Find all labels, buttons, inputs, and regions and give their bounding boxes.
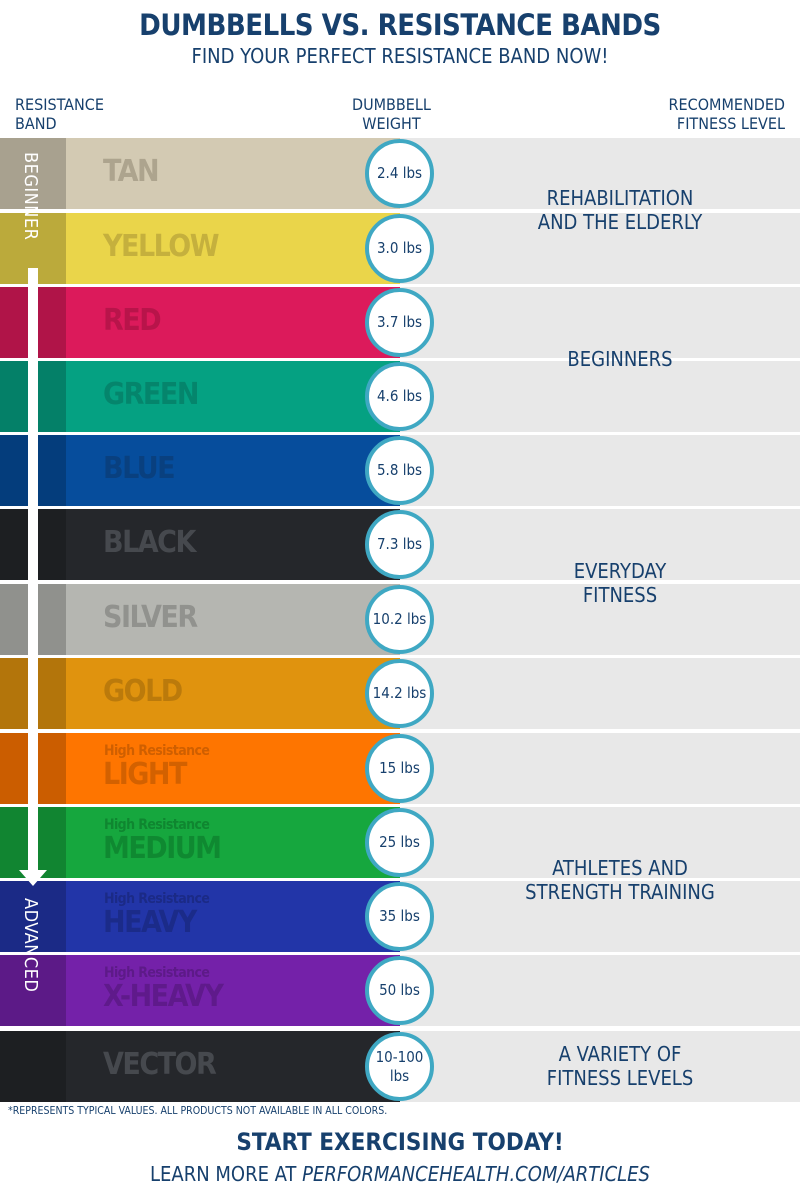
band-subtitle: High Resistance — [104, 965, 210, 981]
dumbbell-weight-badge: 35 lbs — [365, 882, 434, 951]
band-row-heavy: High Resistance HEAVY 35 lbs — [0, 881, 800, 952]
learn-more: LEARN MORE AT PERFORMANCEHEALTH.COM/ARTI… — [0, 1162, 800, 1186]
band-color-bar — [0, 213, 400, 284]
band-color-bar — [0, 361, 400, 432]
group-divider — [400, 432, 800, 435]
scale-start-label: BEGINNER — [20, 152, 41, 241]
dumbbell-weight-badge: 3.7 lbs — [365, 288, 434, 357]
arrow-head-icon — [19, 870, 47, 886]
band-row-light: High Resistance LIGHT 15 lbs — [0, 733, 800, 804]
band-name: BLACK — [103, 525, 196, 560]
dumbbell-weight-badge: 2.4 lbs — [365, 139, 434, 208]
band-name: BLUE — [103, 451, 176, 486]
learn-more-link[interactable]: PERFORMANCEHEALTH.COM/ARTICLES — [302, 1162, 650, 1186]
band-name: TAN — [103, 154, 160, 189]
band-row-silver: SILVER 10.2 lbs — [0, 584, 800, 655]
band-subtitle: High Resistance — [104, 891, 210, 907]
dumbbell-weight-badge: 15 lbs — [365, 734, 434, 803]
band-color-bar — [0, 509, 400, 580]
column-header-band: RESISTANCE BAND — [15, 95, 104, 133]
learn-more-prefix: LEARN MORE AT — [150, 1162, 303, 1186]
band-color-bar — [0, 807, 400, 878]
band-color-bar — [0, 584, 400, 655]
band-name: RED — [103, 303, 162, 338]
dumbbell-weight-badge: 10.2 lbs — [365, 585, 434, 654]
band-color-bar — [0, 733, 400, 804]
dumbbell-weight-badge: 25 lbs — [365, 808, 434, 877]
band-row-gold: GOLD 14.2 lbs — [0, 658, 800, 729]
band-row-blue: BLUE 5.8 lbs — [0, 435, 800, 506]
band-row-tan: TAN 2.4 lbs — [0, 138, 800, 209]
scale-end-label: ADVANCED — [20, 898, 41, 993]
page-subtitle: FIND YOUR PERFECT RESISTANCE BAND NOW! — [191, 44, 609, 68]
band-color-bar — [0, 138, 400, 209]
fitness-level-label: A VARIETY OF FITNESS LEVELS — [546, 1042, 694, 1090]
band-name: YELLOW — [103, 229, 220, 264]
fitness-level-label: BEGINNERS — [567, 347, 673, 371]
dumbbell-weight-badge: 14.2 lbs — [365, 659, 434, 728]
band-name: HEAVY — [103, 905, 197, 940]
column-header-weight: DUMBBELL WEIGHT — [352, 95, 431, 133]
band-name: MEDIUM — [103, 831, 222, 866]
band-strip — [0, 138, 66, 209]
band-color-bar — [0, 881, 400, 952]
band-color-bar — [0, 287, 400, 358]
group-divider — [400, 730, 800, 733]
band-strip — [0, 1031, 66, 1102]
band-color-bar — [0, 658, 400, 729]
fitness-level-label: EVERYDAY FITNESS — [573, 559, 667, 607]
band-strip — [0, 955, 66, 1026]
band-name: SILVER — [103, 600, 198, 635]
band-name: GOLD — [103, 674, 183, 709]
band-color-bar — [0, 435, 400, 506]
cta-heading: START EXERCISING TODAY! — [236, 1128, 564, 1156]
column-header-level: RECOMMENDED FITNESS LEVEL — [668, 95, 785, 133]
dumbbell-weight-badge: 5.8 lbs — [365, 436, 434, 505]
band-name: X-HEAVY — [103, 979, 224, 1014]
progression-arrow — [28, 268, 38, 873]
band-subtitle: High Resistance — [104, 743, 210, 759]
fitness-level-label: REHABILITATION AND THE ELDERLY — [537, 186, 703, 234]
band-row-green: GREEN 4.6 lbs — [0, 361, 800, 432]
band-row-vector: VECTOR 10-100 lbs — [0, 1031, 800, 1102]
dumbbell-weight-badge: 10-100 lbs — [365, 1032, 434, 1101]
dumbbell-weight-badge: 7.3 lbs — [365, 510, 434, 579]
dumbbell-weight-badge: 4.6 lbs — [365, 362, 434, 431]
band-row-x-heavy: High Resistance X-HEAVY 50 lbs — [0, 955, 800, 1026]
band-row-black: BLACK 7.3 lbs — [0, 509, 800, 580]
group-divider — [400, 284, 800, 287]
band-name: LIGHT — [103, 757, 187, 792]
page-title: DUMBBELLS VS. RESISTANCE BANDS — [139, 8, 661, 42]
band-subtitle: High Resistance — [104, 817, 210, 833]
dumbbell-weight-badge: 3.0 lbs — [365, 214, 434, 283]
band-name: VECTOR — [103, 1047, 217, 1082]
band-strip — [0, 881, 66, 952]
footnote: *REPRESENTS TYPICAL VALUES. ALL PRODUCTS… — [8, 1105, 388, 1117]
band-name: GREEN — [103, 377, 199, 412]
fitness-level-label: ATHLETES AND STRENGTH TRAINING — [525, 856, 715, 904]
band-row-yellow: YELLOW 3.0 lbs — [0, 213, 800, 284]
group-divider — [0, 1027, 800, 1031]
dumbbell-weight-badge: 50 lbs — [365, 956, 434, 1025]
band-color-bar — [0, 1031, 400, 1102]
band-color-bar — [0, 955, 400, 1026]
